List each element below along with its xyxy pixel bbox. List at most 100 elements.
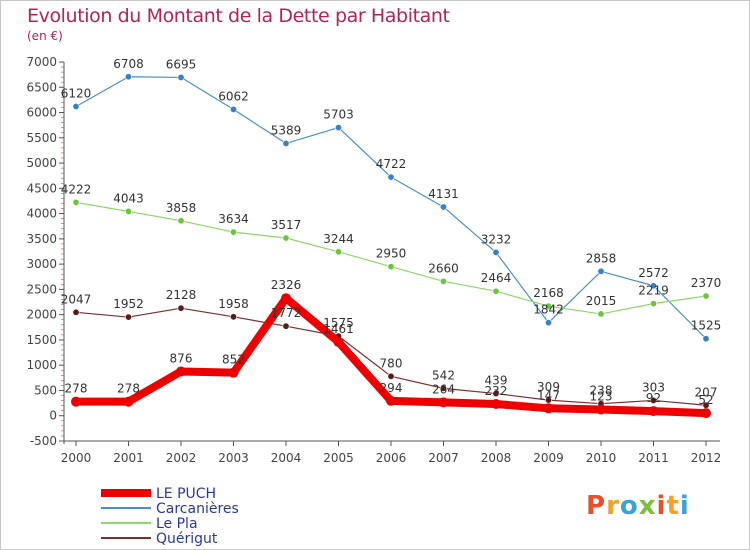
data-point-le-puch	[596, 404, 606, 415]
data-point-le-pla	[230, 228, 238, 236]
series-layer	[71, 73, 711, 419]
y-tick-label: 4500	[26, 181, 57, 195]
data-label-carcani-res: 1842	[533, 303, 564, 317]
data-label-carcani-res: 5703	[323, 108, 354, 122]
x-tick-label: 2004	[271, 451, 302, 465]
data-label-carcani-res: 3232	[481, 232, 512, 246]
data-label-le-puch: 123	[590, 390, 613, 404]
legend-label-carcani-res: Carcanières	[156, 501, 239, 517]
data-point-qu-rigut	[649, 396, 657, 404]
data-point-carcani-res	[702, 335, 710, 343]
y-tick-label: -500	[30, 434, 57, 448]
data-point-carcani-res	[177, 73, 185, 81]
data-point-qu-rigut	[72, 308, 80, 316]
data-point-le-pla	[177, 217, 185, 225]
data-label-carcani-res: 4722	[376, 157, 407, 171]
data-label-le-pla: 2370	[691, 276, 722, 290]
data-label-le-pla: 2168	[533, 286, 564, 300]
data-point-qu-rigut	[230, 313, 238, 321]
data-label-qu-rigut: 2128	[166, 288, 197, 302]
data-point-carcani-res	[72, 102, 80, 110]
data-label-qu-rigut: 2047	[61, 292, 92, 306]
data-point-le-pla	[387, 263, 395, 271]
y-tick-label: 5000	[26, 156, 57, 170]
data-label-le-puch: 876	[170, 351, 193, 365]
data-point-le-puch	[491, 399, 501, 410]
data-point-le-puch	[701, 408, 711, 419]
data-label-carcani-res: 6695	[166, 57, 197, 71]
logo-letter: r	[606, 491, 620, 521]
proxiti-logo: Proxiti	[586, 491, 690, 521]
logo-letter: P	[586, 491, 607, 521]
data-label-le-pla: 2464	[481, 271, 512, 285]
x-tick-label: 2009	[533, 451, 564, 465]
data-point-le-pla	[702, 292, 710, 300]
data-point-carcani-res	[230, 105, 238, 113]
data-point-carcani-res	[387, 173, 395, 181]
data-label-carcani-res: 6120	[61, 86, 92, 100]
logo-letter: x	[638, 491, 657, 521]
data-label-carcani-res: 6708	[113, 57, 144, 71]
data-label-le-pla: 3858	[166, 201, 197, 215]
data-label-le-pla: 2660	[428, 261, 459, 275]
y-tick-label: 3500	[26, 232, 57, 246]
data-point-qu-rigut	[282, 322, 290, 330]
y-tick-label: 6000	[26, 106, 57, 120]
data-label-le-puch: 147	[537, 388, 560, 402]
data-point-qu-rigut	[439, 384, 447, 392]
data-label-carcani-res: 1525	[691, 319, 722, 333]
chart-title: Evolution du Montant de la Dette par Hab…	[27, 5, 450, 27]
data-point-le-pla	[544, 302, 552, 310]
data-point-le-puch	[438, 397, 449, 408]
data-point-le-pla	[439, 277, 447, 285]
data-point-le-puch	[333, 336, 344, 347]
y-tick-label: 3000	[26, 257, 57, 271]
y-tick-label: 6500	[26, 80, 57, 94]
legend-label-qu-rigut: Quérigut	[156, 531, 218, 547]
y-tick-label: 5500	[26, 131, 57, 145]
data-label-qu-rigut: 309	[537, 380, 560, 394]
y-tick-label: 1000	[26, 358, 57, 372]
data-label-carcani-res: 4131	[428, 187, 459, 201]
data-label-le-pla: 3517	[271, 218, 302, 232]
data-label-qu-rigut: 238	[590, 384, 613, 398]
data-label-qu-rigut: 303	[642, 380, 665, 394]
x-tick-label: 2005	[323, 451, 354, 465]
data-point-carcani-res	[597, 267, 605, 275]
y-tick-label: 1500	[26, 333, 57, 347]
data-label-le-pla: 4222	[61, 182, 92, 196]
legend-label-le-puch: LE PUCH	[156, 486, 216, 502]
chart-subtitle: (en €)	[27, 29, 63, 43]
x-tick-label: 2001	[113, 451, 144, 465]
x-tick-label: 2007	[428, 451, 459, 465]
data-point-carcani-res	[439, 203, 447, 211]
data-label-carcani-res: 6062	[218, 89, 249, 103]
data-label-le-puch: 294	[380, 381, 403, 395]
data-point-le-pla	[597, 310, 605, 318]
data-point-le-pla	[334, 248, 342, 256]
data-point-le-puch	[228, 367, 239, 378]
data-point-le-puch	[123, 396, 134, 407]
data-point-carcani-res	[334, 124, 342, 132]
data-point-le-puch	[176, 366, 186, 377]
data-point-le-pla	[492, 287, 500, 295]
data-point-carcani-res	[282, 139, 290, 147]
data-label-qu-rigut: 1772	[271, 306, 302, 320]
y-tick-label: 500	[34, 383, 57, 397]
legend-label-le-pla: Le Pla	[156, 516, 198, 532]
y-tick-label: 0	[49, 409, 57, 423]
x-tick-label: 2010	[586, 451, 617, 465]
data-label-le-puch: 264	[432, 382, 455, 396]
data-label-le-puch: 278	[117, 382, 140, 396]
x-tick-label: 2003	[218, 451, 249, 465]
x-tick-label: 2012	[691, 451, 722, 465]
logo-letter: i	[656, 491, 667, 521]
data-point-le-pla	[72, 198, 80, 206]
data-point-le-pla	[282, 234, 290, 242]
data-label-qu-rigut: 1575	[323, 316, 354, 330]
data-point-carcani-res	[649, 282, 657, 290]
data-label-qu-rigut: 780	[380, 356, 403, 370]
data-label-carcani-res: 5389	[271, 123, 302, 137]
y-tick-label: 7000	[26, 55, 57, 69]
